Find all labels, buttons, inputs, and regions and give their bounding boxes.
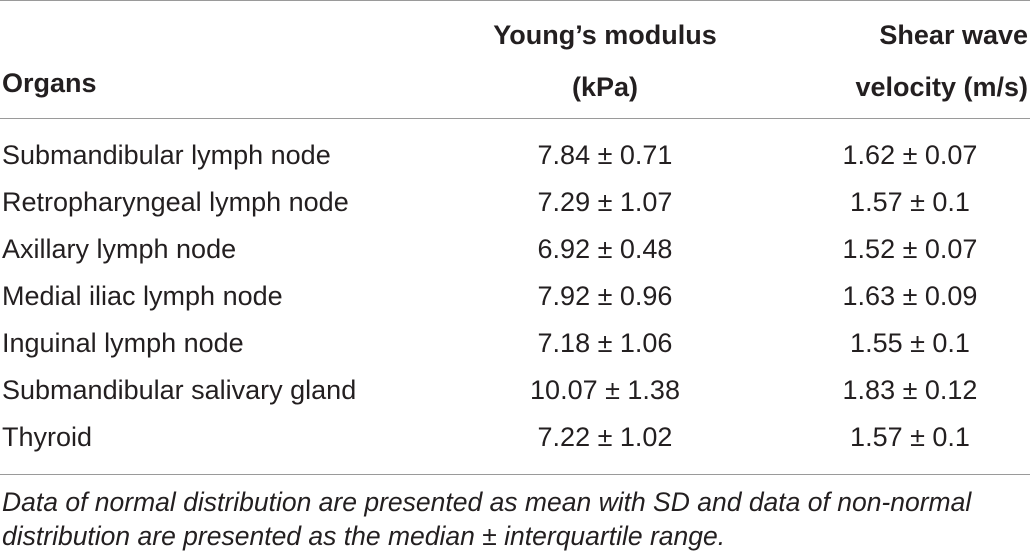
- organ-cell: Retropharyngeal lymph node: [2, 187, 349, 217]
- table-header-rule: [0, 118, 1030, 119]
- youngs-modulus-cell: 7.22 ± 1.02: [537, 422, 673, 452]
- youngs-modulus-cell: 7.84 ± 0.71: [537, 140, 673, 170]
- shear-velocity-cell: 1.83 ± 0.12: [842, 375, 978, 405]
- footnote-line1: Data of normal distribution are presente…: [2, 487, 972, 517]
- header-shear-wave-velocity: Shear wave velocity (m/s): [855, 9, 1028, 113]
- youngs-modulus-cell: 6.92 ± 0.48: [537, 234, 673, 264]
- table-row: Submandibular salivary gland 10.07 ± 1.3…: [0, 367, 1030, 414]
- organ-cell: Medial iliac lymph node: [2, 281, 283, 311]
- table-row: Inguinal lymph node 7.18 ± 1.06 1.55 ± 0…: [0, 320, 1030, 367]
- header-shear-line1: Shear wave: [879, 20, 1028, 50]
- table-row: Thyroid 7.22 ± 1.02 1.57 ± 0.1: [0, 414, 1030, 461]
- table-top-rule: [0, 0, 1030, 1]
- youngs-modulus-cell: 10.07 ± 1.38: [530, 375, 680, 405]
- header-youngs-modulus-line1: Young’s modulus: [493, 20, 717, 50]
- organ-cell: Inguinal lymph node: [2, 328, 244, 358]
- table-row: Axillary lymph node 6.92 ± 0.48 1.52 ± 0…: [0, 226, 1030, 273]
- header-organs: Organs: [2, 68, 97, 98]
- header-youngs-modulus-line2: (kPa): [571, 72, 639, 102]
- table-bottom-rule: [0, 474, 1030, 475]
- shear-velocity-cell: 1.63 ± 0.09: [842, 281, 978, 311]
- organ-cell: Axillary lymph node: [2, 234, 237, 264]
- shear-velocity-cell: 1.52 ± 0.07: [842, 234, 978, 264]
- table-body: Submandibular lymph node 7.84 ± 0.71 1.6…: [0, 132, 1030, 461]
- table-footnote: Data of normal distribution are presente…: [2, 485, 1028, 553]
- shear-velocity-cell: 1.57 ± 0.1: [850, 187, 970, 217]
- shear-velocity-cell: 1.57 ± 0.1: [850, 422, 970, 452]
- youngs-modulus-cell: 7.18 ± 1.06: [537, 328, 673, 358]
- youngs-modulus-cell: 7.29 ± 1.07: [537, 187, 673, 217]
- table-row: Submandibular lymph node 7.84 ± 0.71 1.6…: [0, 132, 1030, 179]
- footnote-line2: distribution are presented as the median…: [2, 521, 726, 551]
- organ-cell: Thyroid: [2, 422, 93, 452]
- organ-cell: Submandibular lymph node: [2, 140, 331, 170]
- shear-velocity-cell: 1.62 ± 0.07: [842, 140, 978, 170]
- youngs-modulus-cell: 7.92 ± 0.96: [537, 281, 673, 311]
- table-row: Retropharyngeal lymph node 7.29 ± 1.07 1…: [0, 179, 1030, 226]
- table-row: Medial iliac lymph node 7.92 ± 0.96 1.63…: [0, 273, 1030, 320]
- organ-cell: Submandibular salivary gland: [2, 375, 357, 405]
- header-youngs-modulus: Young’s modulus (kPa): [470, 9, 740, 113]
- header-shear-line2: velocity (m/s): [855, 72, 1028, 102]
- shear-velocity-cell: 1.55 ± 0.1: [850, 328, 970, 358]
